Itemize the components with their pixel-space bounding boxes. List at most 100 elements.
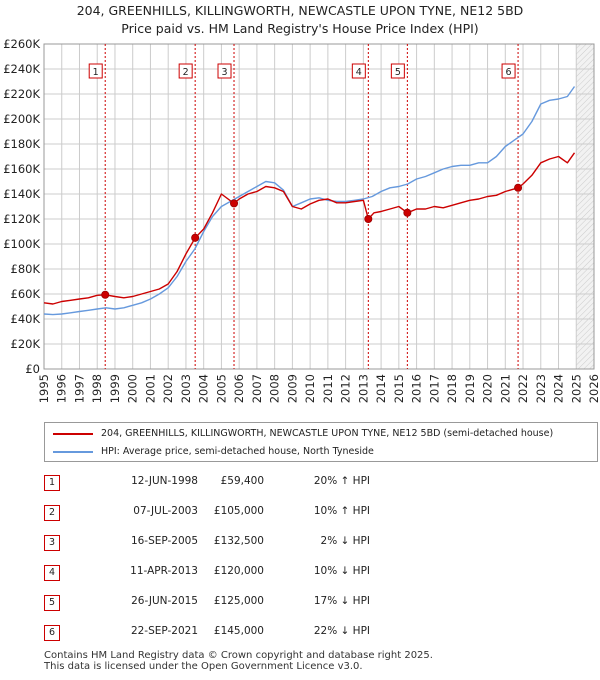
x-tick-label: 2009 [285,374,299,403]
x-tick-label: 1995 [37,374,51,403]
footer-copyright: Contains HM Land Registry data © Crown c… [44,650,433,661]
transaction-hpi-diff: 2% ↓ HPI [320,535,370,547]
sale-point [364,214,373,223]
transaction-hpi-diff: 22% ↓ HPI [313,625,370,637]
transaction-hpi-diff: 20% ↑ HPI [313,475,370,487]
x-tick-label: 2006 [232,374,246,403]
x-tick-label: 2002 [161,374,175,403]
transaction-price: £125,000 [213,595,264,607]
transaction-number-badge: 3 [44,535,60,551]
sale-point [403,208,412,217]
table-row: 1 12-JUN-1998 £59,400 20% ↑ HPI [44,473,444,493]
legend-label-hpi: HPI: Average price, semi-detached house,… [101,446,374,457]
y-tick-label: £0 [25,362,40,376]
x-tick-label: 2024 [552,374,566,403]
transaction-number-badge: 6 [44,625,60,641]
table-row: 4 11-APR-2013 £120,000 10% ↓ HPI [44,563,444,583]
x-tick-label: 2023 [534,374,548,403]
table-row: 5 26-JUN-2015 £125,000 17% ↓ HPI [44,593,444,613]
table-row: 2 07-JUL-2003 £105,000 10% ↑ HPI [44,503,444,523]
legend-swatch-hpi [53,450,93,453]
y-tick-label: £160K [3,162,40,176]
plot-frame [43,43,595,370]
y-tick-label: £180K [3,137,40,151]
sale-number-box [351,63,366,79]
transaction-date: 22-SEP-2021 [130,625,198,637]
x-tick-label: 2022 [516,374,530,403]
y-tick-label: £80K [11,262,41,276]
x-tick-label: 2020 [481,374,495,403]
transaction-price: £120,000 [213,565,264,577]
title-subtitle: Price paid vs. HM Land Registry's House … [121,21,479,36]
chart-title: 204, GREENHILLS, KILLINGWORTH, NEWCASTLE… [0,2,600,38]
x-tick-label: 2000 [126,374,140,403]
sale-number-label: 5 [395,67,401,78]
sale-number-box [88,63,103,79]
y-tick-label: £140K [3,187,40,201]
forecast-region [576,44,594,369]
x-tick-label: 2013 [356,374,370,403]
y-tick-label: £60K [11,287,41,301]
legend-label-property: 204, GREENHILLS, KILLINGWORTH, NEWCASTLE… [101,428,554,439]
transaction-number-badge: 1 [44,475,60,491]
x-tick-label: 2014 [374,374,388,403]
legend-item-property: 204, GREENHILLS, KILLINGWORTH, NEWCASTLE… [53,426,553,442]
x-tick-label: 2010 [303,374,317,403]
footer-attribution: Contains HM Land Registry data © Crown c… [44,650,433,672]
x-tick-label: 1997 [72,374,86,403]
x-tick-label: 1998 [90,374,104,403]
x-tick-label: 2003 [179,374,193,403]
sale-number-box [501,63,516,79]
y-tick-label: £120K [3,212,40,226]
sale-number-label: 2 [183,67,189,78]
sale-number-label: 3 [221,67,227,78]
legend-item-hpi: HPI: Average price, semi-detached house,… [53,444,374,460]
y-tick-label: £200K [3,112,40,126]
price-chart: £0 £20K £40K £60K £80K £100K £120K £140K £160K £1… [3,37,600,403]
x-tick-label: 2021 [498,374,512,403]
sale-point [191,233,200,242]
transaction-date: 11-APR-2013 [130,565,198,577]
property-series-line [43,152,576,305]
y-tick-label: £100K [3,237,40,251]
y-tick-label: £240K [3,62,40,76]
sale-number-label: 4 [356,67,362,78]
x-tick-label: 2011 [321,374,335,403]
transaction-hpi-diff: 10% ↓ HPI [313,565,370,577]
sale-point [514,183,523,192]
transaction-price: £132,500 [213,535,264,547]
x-tick-label: 2018 [445,374,459,403]
transaction-date: 12-JUN-1998 [131,475,198,487]
table-row: 3 16-SEP-2005 £132,500 2% ↓ HPI [44,533,444,553]
footer-licence: This data is licensed under the Open Gov… [44,661,363,672]
x-tick-label: 2026 [587,374,600,403]
y-tick-label: £20K [11,337,41,351]
x-tick-label: 2017 [427,374,441,403]
y-tick-label: £220K [3,87,40,101]
x-tick-label: 2004 [197,374,211,403]
x-tick-label: 2005 [214,374,228,403]
transaction-price: £105,000 [213,505,264,517]
transaction-hpi-diff: 17% ↓ HPI [313,595,370,607]
sale-point [101,290,110,299]
transaction-price: £145,000 [213,625,264,637]
x-tick-label: 1996 [55,374,69,403]
x-tick-label: 2008 [268,374,282,403]
x-tick-label: 2016 [410,374,424,403]
transaction-number-badge: 5 [44,595,60,611]
transaction-date: 16-SEP-2005 [130,535,198,547]
transaction-date: 07-JUL-2003 [133,505,198,517]
title-address: 204, GREENHILLS, KILLINGWORTH, NEWCASTLE… [76,3,524,18]
x-tick-label: 2019 [463,374,477,403]
x-tick-label: 2012 [339,374,353,403]
sale-point [230,199,239,208]
sale-number-label: 1 [93,67,99,78]
transaction-number-badge: 4 [44,565,60,581]
x-tick-label: 2007 [250,374,264,403]
legend-swatch-property [53,432,93,435]
y-tick-label: £260K [3,37,40,51]
transaction-hpi-diff: 10% ↑ HPI [313,505,370,517]
hpi-series-line [43,86,576,316]
transaction-number-badge: 2 [44,505,60,521]
table-row: 6 22-SEP-2021 £145,000 22% ↓ HPI [44,623,444,643]
